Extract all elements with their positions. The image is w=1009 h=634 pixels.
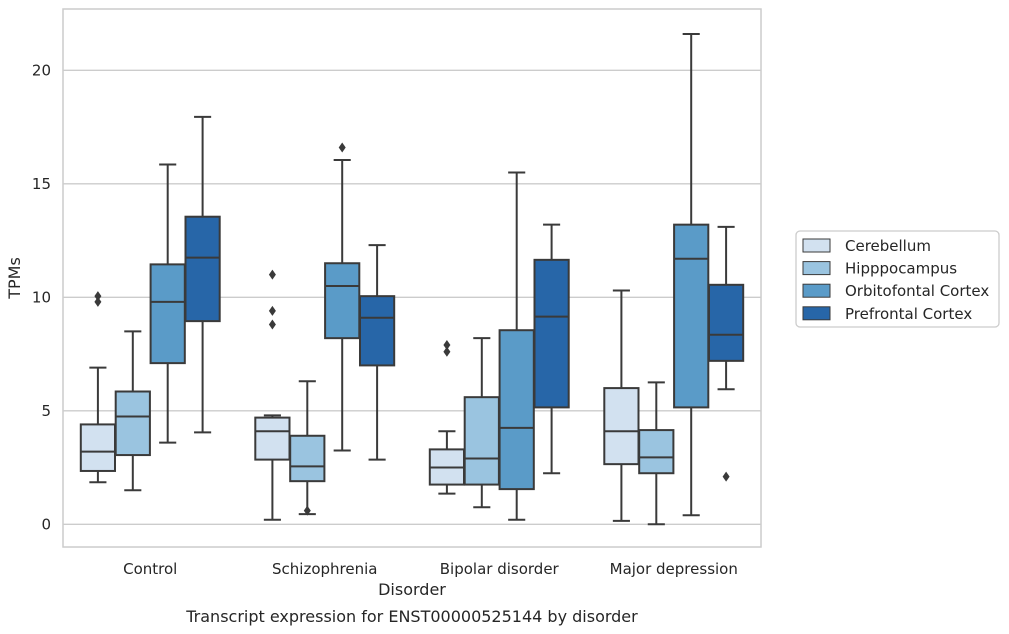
box-body [638, 429, 675, 475]
y-axis-ticks: 0 5 10 15 20 [32, 61, 51, 533]
x-tick-label: Major depression [610, 560, 738, 578]
box-3-2 [324, 142, 361, 452]
box-1-3 [428, 339, 466, 495]
box-2-1 [114, 330, 151, 492]
y-tick-label: 10 [32, 288, 51, 306]
box-body [358, 295, 396, 367]
box-plot-area [79, 32, 745, 526]
legend-swatch [802, 283, 831, 298]
box-body [289, 434, 326, 483]
x-axis-title: Disorder [378, 580, 446, 599]
outlier-point [268, 269, 276, 280]
outlier-point [443, 346, 451, 357]
outlier-point [338, 142, 346, 153]
outlier-point [94, 296, 102, 307]
plot-frame [62, 8, 762, 548]
outlier-point [303, 505, 311, 516]
box-body [254, 416, 291, 461]
box-1-4 [603, 289, 640, 522]
outlier-point [268, 319, 276, 330]
legend: Cerebellum Hipppocampus Orbitofontal Corte… [795, 230, 1000, 328]
box-body [533, 258, 570, 409]
y-axis-title: TPMs [5, 257, 24, 300]
box-4-2 [358, 244, 396, 461]
box-3-4 [673, 32, 710, 517]
box-1-2 [254, 269, 291, 521]
x-tick-label: Bipolar disorder [440, 560, 560, 578]
box-body [463, 396, 500, 486]
box-body [184, 215, 221, 323]
box-1-1 [79, 291, 117, 484]
box-2-2 [289, 380, 326, 516]
outlier-point [94, 291, 102, 302]
legend-label: Orbitofontal Cortex [845, 282, 989, 300]
outlier-point [443, 339, 451, 350]
y-tick-label: 5 [41, 402, 51, 420]
outlier-point [722, 471, 730, 482]
box-3-1 [149, 163, 186, 444]
x-tick-label: Schizophrenia [272, 560, 377, 578]
y-tick-label: 20 [32, 61, 51, 79]
box-body [324, 262, 361, 340]
box-body [114, 390, 151, 457]
box-4-3 [533, 223, 570, 475]
box-body [79, 423, 117, 472]
box-body [498, 329, 535, 491]
legend-label: Prefrontal Cortex [845, 305, 972, 323]
legend-label: Cerebellum [845, 237, 931, 255]
box-2-3 [463, 337, 500, 509]
box-body [673, 223, 710, 409]
box-4-4 [707, 225, 745, 482]
box-3-3 [498, 171, 535, 521]
legend-frame [795, 230, 1000, 328]
y-tick-label: 15 [32, 175, 51, 193]
y-tick-label: 0 [41, 515, 51, 533]
box-body [603, 387, 640, 466]
legend-swatch [802, 238, 831, 253]
outlier-point [268, 305, 276, 316]
legend-swatch [802, 261, 831, 276]
chart-caption: Transcript expression for ENST0000052514… [185, 607, 638, 626]
box-body [149, 263, 186, 365]
x-axis-ticks: Control Schizophrenia Bipolar disorder Majo… [123, 560, 738, 578]
legend-label: Hipppocampus [845, 260, 957, 278]
box-2-4 [638, 381, 675, 526]
box-body [707, 283, 745, 362]
legend-swatch [802, 306, 831, 321]
x-tick-label: Control [123, 560, 177, 578]
box-4-1 [184, 115, 221, 434]
